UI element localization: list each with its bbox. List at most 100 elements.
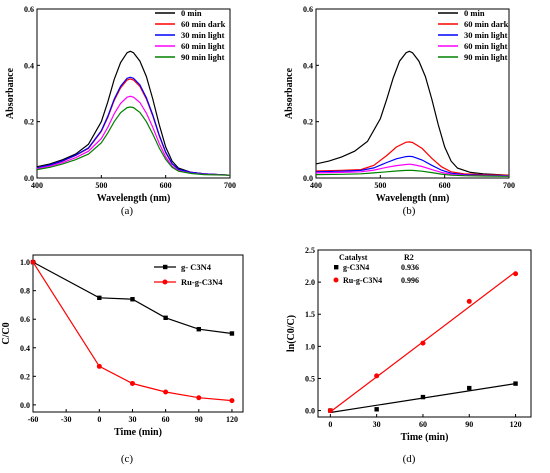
- panel-b-xtick-label: 600: [439, 181, 451, 190]
- panel-c-data-point: [129, 380, 135, 386]
- panel-a-series-line: [36, 106, 231, 176]
- panel-d-yaxis-title: ln(C0/C): [286, 315, 297, 352]
- panel-c-data-point: [97, 295, 102, 301]
- panel-d-data-point: [466, 298, 472, 304]
- panel-c-xtick-label: 90: [195, 415, 203, 424]
- panel-c-legend-marker: [163, 264, 168, 270]
- panel-c-data-point: [229, 331, 235, 336]
- panel-a-xtick-label: 500: [95, 181, 107, 190]
- panel-d-xtick-label: 60: [419, 420, 427, 429]
- panel-c-data-point: [229, 398, 235, 404]
- panel-b-legend-label: 60 min dark: [464, 19, 509, 29]
- panel-b-legend-label: 0 min: [464, 8, 485, 18]
- panel-a-legend-label: 60 min dark: [181, 19, 226, 29]
- panel-a-ytick-label: 0.2: [24, 118, 34, 127]
- panel-c-ytick-label: 0.2: [20, 372, 30, 381]
- panel-d-legend-r2: 0.996: [401, 276, 419, 285]
- panel-a-ytick-label: 0.0: [24, 174, 34, 183]
- panel-b-legend-label: 90 min light: [464, 52, 508, 62]
- panel-c-legend-label: g- C3N4: [181, 262, 212, 272]
- panel-b-frame: [315, 8, 510, 179]
- panel-b-legend-label: 60 min light: [464, 41, 508, 51]
- panel-c-data-point: [130, 297, 135, 302]
- panel-c-data-point: [96, 363, 102, 369]
- panel-a-legend-label: 60 min light: [181, 41, 225, 51]
- panel-d-xtick-label: 30: [373, 420, 381, 429]
- panel-c-yaxis-title: C/C0: [1, 322, 12, 344]
- panel-a-frame: [36, 8, 231, 179]
- panel-c-series-line: [32, 261, 232, 402]
- panel-b-ytick-label: 0.0: [303, 174, 313, 183]
- panel-c-ytick-label: 0.4: [20, 344, 30, 353]
- panel-b-legend-label: 30 min light: [464, 30, 508, 40]
- panel-b-series-line: [315, 155, 510, 177]
- panel-d-data-point: [513, 381, 518, 386]
- panel-a-xaxis-title: Wavelength (nm): [97, 193, 171, 204]
- panel-d-ytick-label: 0.0: [305, 407, 315, 416]
- panel-c-series-line: [32, 261, 232, 335]
- panel-d-xtick-label: 0: [328, 420, 332, 429]
- panel-b-series-line: [315, 50, 510, 176]
- panel-a-xtick-label: 600: [160, 181, 172, 190]
- panel-c-data-point: [163, 389, 169, 395]
- panel-c-xtick-label: 0: [97, 415, 101, 424]
- panel-d-ytick-label: 0.5: [305, 374, 315, 383]
- panel-d-xtick-label: 90: [465, 420, 473, 429]
- panel-c-data-point: [196, 395, 202, 401]
- panel-b-series-line: [315, 141, 510, 176]
- panel-c-legend-label: Ru-g-C3N4: [181, 277, 223, 287]
- panel-c-legend-marker: [162, 279, 168, 285]
- panel-d-legend-label: g-C3N4: [343, 263, 369, 272]
- panel-d-xaxis-title: Time (min): [401, 432, 449, 443]
- panel-b-caption: (b): [403, 205, 416, 217]
- panel-c-data-point: [196, 327, 201, 332]
- panel-c-caption: (c): [121, 453, 134, 465]
- panel-c-ytick-label: 0.6: [20, 315, 30, 324]
- panel-d-legend-header-catalyst: Catalyst: [339, 253, 368, 262]
- panel-d-legend-r2: 0.936: [401, 263, 419, 272]
- panel-b-yaxis-title: Absorbance: [284, 67, 295, 119]
- panel-b-ytick-label: 0.4: [303, 61, 313, 70]
- panel-a-xtick-label: 700: [224, 181, 236, 190]
- panel-d-ytick-label: 1.0: [305, 342, 315, 351]
- panel-d-ytick-label: 2.0: [305, 278, 315, 287]
- panel-d-data-point: [374, 373, 380, 379]
- panel-c-frame: [32, 254, 244, 413]
- panel-d-legend-marker: [333, 277, 339, 283]
- panel-c-xtick-label: 120: [226, 415, 238, 424]
- panel-c-ytick-label: 0.8: [20, 287, 30, 296]
- panel-d-caption: (d): [403, 453, 416, 465]
- panel-c-xaxis-title: Time (min): [114, 427, 162, 438]
- panel-a-series-line: [36, 76, 231, 176]
- panel-b-xtick-label: 400: [310, 181, 322, 190]
- panel-d-legend-label: Ru-g-C3N4: [343, 276, 382, 285]
- panel-a-series-line: [36, 95, 231, 176]
- panel-b-xaxis-title: Wavelength (nm): [376, 193, 450, 204]
- panel-c-xtick-label: -60: [28, 415, 39, 424]
- panel-b-series-line: [315, 169, 510, 177]
- panel-d-data-point: [374, 407, 379, 412]
- panel-a-ytick-label: 0.4: [24, 61, 34, 70]
- panel-d-frame: [317, 249, 532, 418]
- panel-c-xtick-label: -30: [61, 415, 72, 424]
- panel-d-data-point: [467, 385, 472, 391]
- panel-d-ytick-label: 1.5: [305, 310, 315, 319]
- panel-c-ytick-label: 1.0: [20, 258, 30, 267]
- panel-a-series-line: [36, 50, 231, 176]
- panel-a-legend-label: 90 min light: [181, 52, 225, 62]
- panel-a-ytick-label: 0.6: [24, 5, 34, 14]
- panel-c-xtick-label: 30: [128, 415, 136, 424]
- panel-d-xtick-label: 120: [510, 420, 522, 429]
- panel-b-series-line: [315, 163, 510, 177]
- panel-d-data-point: [513, 271, 519, 277]
- panel-c-ytick-label: 0.0: [20, 401, 30, 410]
- panel-d-legend-marker: [334, 265, 339, 270]
- panel-b-xtick-label: 700: [503, 181, 515, 190]
- panel-d-data-point: [327, 408, 333, 414]
- panel-a-caption: (a): [121, 205, 134, 217]
- panel-b-ytick-label: 0.2: [303, 118, 313, 127]
- panel-d-legend-header-r2: R2: [404, 253, 414, 262]
- panel-a-legend-label: 30 min light: [181, 30, 225, 40]
- panel-a-xtick-label: 400: [31, 181, 43, 190]
